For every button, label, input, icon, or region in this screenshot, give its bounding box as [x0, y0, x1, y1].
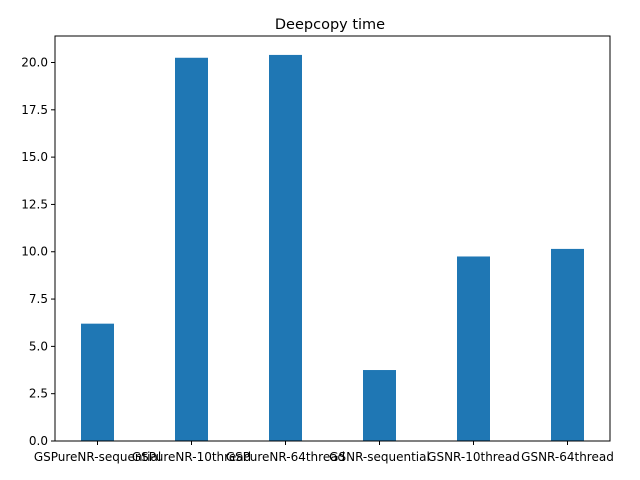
y-tick-label-9: 20.0 [21, 55, 48, 69]
y-axis: 0.0 2.5 5.0 7.5 10.0 12.5 15.0 17.5 20.0 [21, 55, 55, 448]
x-tick-label-1: GSPureNR-sequential [34, 450, 161, 464]
bar-5 [457, 256, 490, 441]
bar-1 [81, 323, 114, 441]
x-tick-label-3: GSPureNR-64thread [226, 450, 345, 464]
x-tick-label-5: GSNR-10thread [427, 450, 520, 464]
bar-2 [175, 57, 208, 442]
bar-4 [363, 370, 396, 441]
y-tick-label-4: 7.5 [29, 292, 48, 306]
bars [81, 54, 584, 442]
x-tick-label-4: GSNR-sequential [329, 450, 430, 464]
y-tick-label-2: 2.5 [29, 387, 48, 401]
bar-3 [269, 54, 302, 441]
y-tick-label-3: 5.0 [29, 339, 48, 353]
bar-6 [551, 248, 584, 441]
x-axis: GSPureNR-sequentialGSPureNR-10threadGSPu… [34, 441, 614, 464]
chart-title: Deepcopy time [275, 17, 385, 33]
y-tick-label-8: 17.5 [21, 103, 48, 117]
x-tick-label-2: GSPureNR-10thread [132, 450, 251, 464]
y-tick-label-7: 15.0 [21, 150, 48, 164]
y-tick-label-5: 10.0 [21, 245, 48, 259]
y-tick-label-1: 0.0 [29, 434, 48, 448]
plot-frame [54, 35, 611, 442]
y-tick-label-6: 12.5 [21, 197, 48, 211]
x-tick-label-6: GSNR-64thread [521, 450, 614, 464]
